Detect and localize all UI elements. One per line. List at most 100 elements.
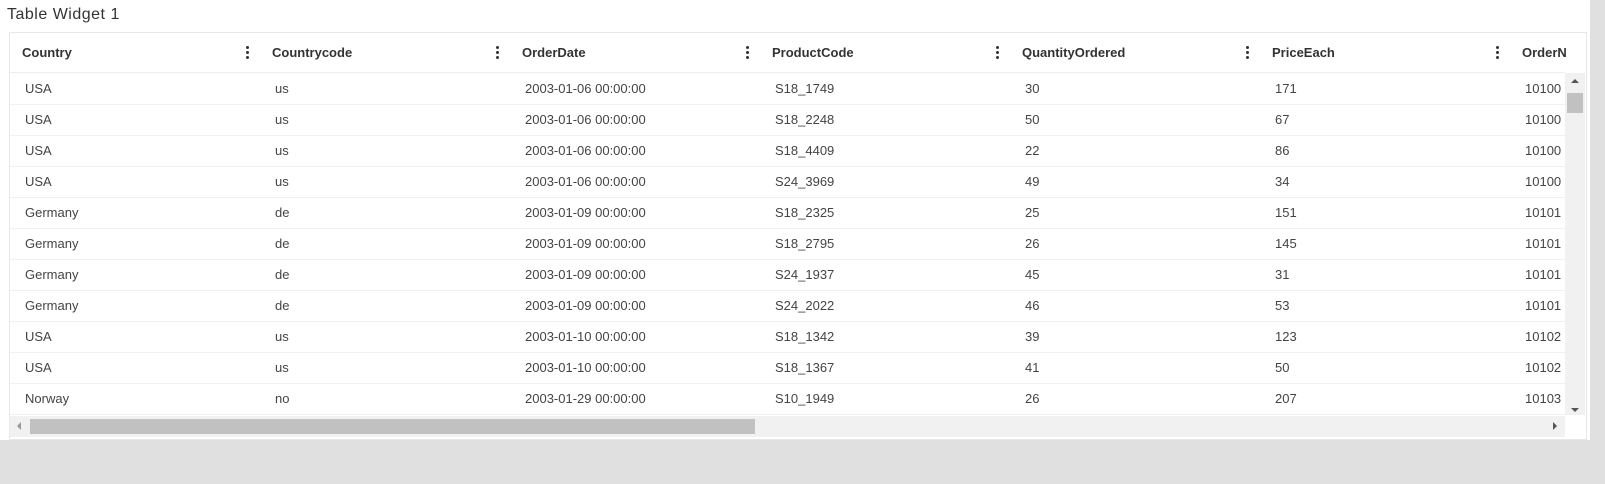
table-cell: 2003-01-06 00:00:00 xyxy=(525,112,646,127)
scroll-thumb[interactable] xyxy=(1567,93,1583,113)
table-cell: 145 xyxy=(1275,236,1297,251)
table-cell: USA xyxy=(25,81,52,96)
table-row[interactable]: USA us 2003-01-10 00:00:00 S18_1342 39 123 101… xyxy=(10,321,1565,353)
column-header[interactable]: Country xyxy=(22,45,72,60)
table-cell: S24_2022 xyxy=(775,298,835,313)
table-cell: de xyxy=(275,236,290,251)
table-cell: 2003-01-10 00:00:00 xyxy=(525,360,646,375)
table-cell: USA xyxy=(25,360,52,375)
widget-title: Table Widget 1 xyxy=(7,6,120,23)
table-cell: 50 xyxy=(1275,360,1290,375)
table-cell: 2003-01-09 00:00:00 xyxy=(525,236,646,251)
table-cell: Germany xyxy=(25,267,79,282)
table-cell: 10101 xyxy=(1525,205,1562,220)
table-cell: 25 xyxy=(1025,205,1040,220)
table-cell: us xyxy=(275,81,289,96)
column-header[interactable]: QuantityOrdered xyxy=(1022,45,1126,60)
table-row[interactable]: Germany de 2003-01-09 00:00:00 S18_2795 26 14… xyxy=(10,228,1565,260)
table-cell: 49 xyxy=(1025,174,1040,189)
table-cell: 10102 xyxy=(1525,360,1562,375)
table-widget: Table Widget 1 Country Countrycode OrderDa… xyxy=(0,0,1590,440)
column-header[interactable]: OrderDate xyxy=(522,45,586,60)
table-row[interactable]: USA us 2003-01-06 00:00:00 S18_4409 22 86 1010… xyxy=(10,135,1565,167)
column-header[interactable]: OrderN xyxy=(1522,45,1567,60)
table-cell: 2003-01-06 00:00:00 xyxy=(525,81,646,96)
table-cell: 22 xyxy=(1025,143,1040,158)
table-cell: 10100 xyxy=(1525,81,1562,96)
table-cell: USA xyxy=(25,174,52,189)
table-cell: 50 xyxy=(1025,112,1040,127)
table-cell: 34 xyxy=(1275,174,1290,189)
column-menu[interactable] xyxy=(1496,46,1499,60)
column-menu[interactable] xyxy=(1246,46,1249,60)
table-cell: USA xyxy=(25,143,52,158)
table-cell: S18_1749 xyxy=(775,81,835,96)
table-cell: 207 xyxy=(1275,391,1297,406)
table-row[interactable]: USA us 2003-01-06 00:00:00 S18_1749 30 171 101… xyxy=(10,73,1565,105)
table-cell: de xyxy=(275,267,290,282)
column-header[interactable]: Countrycode xyxy=(272,45,353,60)
table-cell: 10100 xyxy=(1525,112,1562,127)
table-row[interactable]: Norway no 2003-01-29 00:00:00 S10_1949 26 207… xyxy=(10,383,1565,415)
table-cell: 46 xyxy=(1025,298,1040,313)
table-cell: us xyxy=(275,329,289,344)
column-menu[interactable] xyxy=(996,46,999,60)
table-cell: us xyxy=(275,174,289,189)
table-header: Country Countrycode OrderDate ProductCode Qu… xyxy=(10,33,1567,73)
table-cell: 41 xyxy=(1025,360,1040,375)
table-cell: 171 xyxy=(1275,81,1297,96)
table-cell: 45 xyxy=(1025,267,1040,282)
table-cell: 67 xyxy=(1275,112,1290,127)
table-cell: 10101 xyxy=(1525,267,1562,282)
table-cell: Germany xyxy=(25,298,79,313)
table-cell: 26 xyxy=(1025,236,1040,251)
table-cell: 2003-01-06 00:00:00 xyxy=(525,143,646,158)
column-header[interactable]: PriceEach xyxy=(1272,45,1335,60)
horizontal-scrollbar[interactable] xyxy=(10,416,1565,437)
table-row[interactable]: Germany de 2003-01-09 00:00:00 S24_1937 45 31… xyxy=(10,259,1565,291)
scroll-thumb[interactable] xyxy=(30,419,755,434)
table-cell: USA xyxy=(25,329,52,344)
table-cell: S18_2795 xyxy=(775,236,835,251)
table-cell: 10102 xyxy=(1525,329,1562,344)
table-cell: 10100 xyxy=(1525,174,1562,189)
column-menu[interactable] xyxy=(746,46,749,60)
table-cell: 10103 xyxy=(1525,391,1562,406)
table-cell: 123 xyxy=(1275,329,1297,344)
table-cell: 86 xyxy=(1275,143,1290,158)
table-cell: 2003-01-06 00:00:00 xyxy=(525,174,646,189)
table-cell: 2003-01-09 00:00:00 xyxy=(525,205,646,220)
column-menu[interactable] xyxy=(496,46,499,60)
table-cell: S10_1949 xyxy=(775,391,835,406)
table-cell: S18_1367 xyxy=(775,360,835,375)
table-row[interactable]: Germany de 2003-01-09 00:00:00 S24_2022 46 53… xyxy=(10,290,1565,322)
table-cell: 10101 xyxy=(1525,236,1562,251)
table-cell: Germany xyxy=(25,236,79,251)
table-cell: 53 xyxy=(1275,298,1290,313)
table-cell: no xyxy=(275,391,290,406)
table-cell: 30 xyxy=(1025,81,1040,96)
table-cell: S24_1937 xyxy=(775,267,835,282)
table-cell: 26 xyxy=(1025,391,1040,406)
table-row[interactable]: USA us 2003-01-10 00:00:00 S18_1367 41 50 1010… xyxy=(10,352,1565,384)
table-cell: USA xyxy=(25,112,52,127)
column-header[interactable]: ProductCode xyxy=(772,45,854,60)
table-cell: de xyxy=(275,205,290,220)
column-menu[interactable] xyxy=(246,46,249,60)
table-cell: S24_3969 xyxy=(775,174,835,189)
table-cell: S18_1342 xyxy=(775,329,835,344)
table-cell: Germany xyxy=(25,205,79,220)
table-cell: 10101 xyxy=(1525,298,1562,313)
table-cell: 31 xyxy=(1275,267,1290,282)
vertical-scrollbar[interactable] xyxy=(1565,73,1585,415)
table-cell: S18_2248 xyxy=(775,112,835,127)
table-cell: Norway xyxy=(25,391,70,406)
table-cell: us xyxy=(275,360,289,375)
table-cell: 2003-01-09 00:00:00 xyxy=(525,298,646,313)
table-row[interactable]: Germany de 2003-01-09 00:00:00 S18_2325 25 15… xyxy=(10,197,1565,229)
table-row[interactable]: USA us 2003-01-06 00:00:00 S24_3969 49 34 1010… xyxy=(10,166,1565,198)
table-cell: 2003-01-10 00:00:00 xyxy=(525,329,646,344)
table-cell: us xyxy=(275,112,289,127)
table-row[interactable]: USA us 2003-01-06 00:00:00 S18_2248 50 67 1010… xyxy=(10,104,1565,136)
